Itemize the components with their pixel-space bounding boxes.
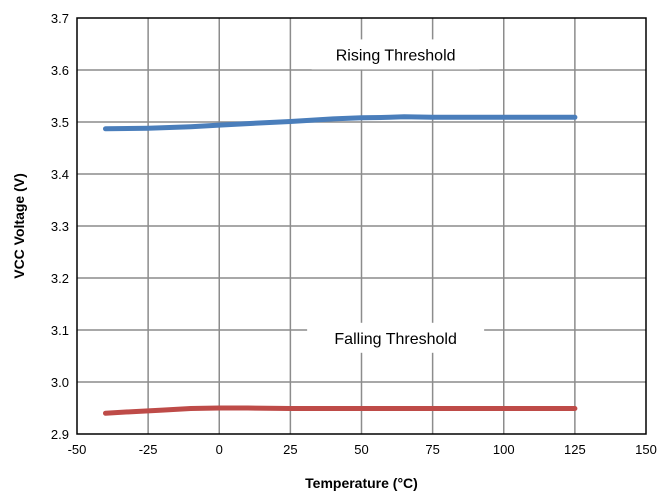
annotations: Rising Threshold Falling Threshold [307,39,485,353]
annotation-background [307,322,485,353]
y-tick-label: 3.7 [51,11,69,26]
y-tick-label: 3.1 [51,323,69,338]
annotation-label: Falling Threshold [334,331,456,348]
y-tick-label: 3.5 [51,115,69,130]
y-tick-label: 3.0 [51,375,69,390]
x-tick-label: 125 [564,442,586,457]
x-tick-label: 25 [283,442,297,457]
x-tick-labels: -50 -25 0 25 50 75 100 125 150 [68,442,657,457]
y-axis-title: VCC Voltage (V) [11,173,27,279]
plot-area-border [76,17,647,435]
x-tick-label: 100 [493,442,515,457]
y-tick-label: 3.4 [51,167,69,182]
series-lines [103,114,578,416]
y-tick-labels: 2.9 3.0 3.1 3.2 3.3 3.4 3.5 3.6 3.7 [51,11,69,442]
x-tick-label: 50 [354,442,368,457]
y-tick-label: 3.6 [51,63,69,78]
x-tick-label: 0 [216,442,223,457]
x-axis-title: Temperature (°C) [305,475,418,491]
x-tick-label: -50 [68,442,87,457]
y-tick-label: 3.2 [51,271,69,286]
gridlines [77,18,646,434]
annotation-background [311,39,480,70]
y-tick-label: 3.3 [51,219,69,234]
annotation-label: Rising Threshold [336,47,456,64]
rising-threshold-line [103,114,578,132]
x-tick-label: 75 [425,442,439,457]
falling-threshold-line [103,405,578,416]
x-tick-label: -25 [139,442,158,457]
y-tick-label: 2.9 [51,427,69,442]
x-tick-label: 150 [635,442,657,457]
